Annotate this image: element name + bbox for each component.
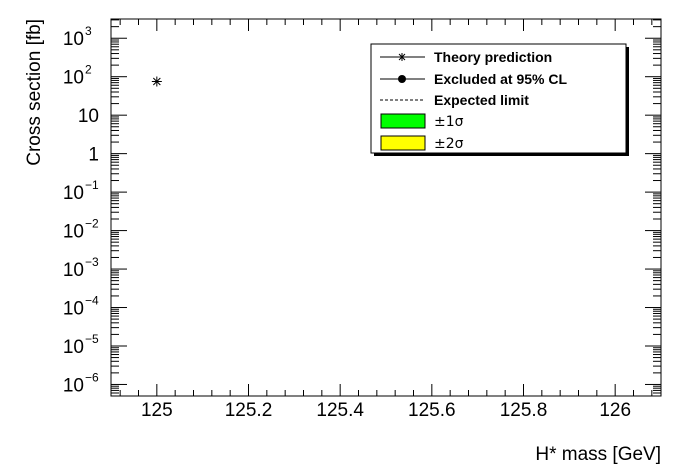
x-tick-label: 126 <box>599 400 631 421</box>
y-axis-title: Cross section [fb] <box>24 19 45 166</box>
svg-text:−6: −6 <box>85 370 99 384</box>
svg-text:10: 10 <box>63 375 84 396</box>
svg-text:10: 10 <box>63 337 84 358</box>
y-tick-label: 10 −4 <box>63 294 99 320</box>
x-axis-title: H* mass [GeV] <box>535 444 661 465</box>
svg-text:2: 2 <box>85 63 92 77</box>
svg-text:10: 10 <box>63 260 84 281</box>
legend-label: Excluded at 95% CL <box>434 71 567 87</box>
legend-label: ±1σ <box>434 114 464 130</box>
y-tick-label: 10 −2 <box>63 217 99 243</box>
y-tick-label: 10 2 <box>63 63 92 89</box>
legend: Theory prediction Excluded at 95% CL Expec… <box>370 43 629 156</box>
svg-text:−3: −3 <box>85 255 99 269</box>
legend-label: ±2σ <box>434 136 464 152</box>
svg-text:10: 10 <box>63 68 84 89</box>
svg-text:10: 10 <box>63 299 84 320</box>
svg-text:10: 10 <box>63 222 84 243</box>
svg-text:10: 10 <box>63 183 84 204</box>
legend-label: Expected limit <box>434 92 529 108</box>
svg-text:−2: −2 <box>85 217 99 231</box>
svg-text:3: 3 <box>85 24 92 38</box>
y-tick-label: 10 −6 <box>63 370 99 396</box>
legend-entry: Excluded at 95% CL <box>380 71 567 87</box>
legend-dot <box>398 75 406 83</box>
x-tick-label: 125 <box>141 400 173 421</box>
data-points <box>151 76 162 87</box>
svg-text:1: 1 <box>88 145 99 166</box>
legend-entry: Theory prediction <box>380 49 552 65</box>
svg-text:−4: −4 <box>85 294 99 308</box>
legend-swatch <box>380 135 426 151</box>
x-axis: 125 125.2 125.4 125.6 125.8 126 <box>119 19 653 421</box>
y-tick-label: 1 <box>88 145 99 166</box>
x-tick-label: 125.4 <box>316 400 364 421</box>
legend-entry: Expected limit <box>380 92 529 108</box>
y-tick-label: 10 <box>78 106 99 127</box>
svg-text:−5: −5 <box>85 332 99 346</box>
x-tick-label: 125.6 <box>408 400 456 421</box>
y-tick-label: 10 3 <box>63 24 92 50</box>
legend-label: Theory prediction <box>434 49 552 65</box>
y-tick-label: 10 −5 <box>63 332 99 358</box>
data-point <box>151 76 162 87</box>
svg-text:10: 10 <box>63 29 84 50</box>
svg-text:10: 10 <box>78 106 99 127</box>
svg-text:−1: −1 <box>85 178 99 192</box>
y-tick-label: 10 −1 <box>63 178 99 204</box>
x-tick-label: 125.2 <box>225 400 273 421</box>
legend-entry: ±2σ <box>380 135 464 152</box>
x-tick-label: 125.8 <box>500 400 548 421</box>
y-tick-label: 10 −3 <box>63 255 99 281</box>
legend-box <box>370 43 627 154</box>
legend-entry: ±1σ <box>380 113 464 130</box>
legend-swatch <box>380 113 426 129</box>
